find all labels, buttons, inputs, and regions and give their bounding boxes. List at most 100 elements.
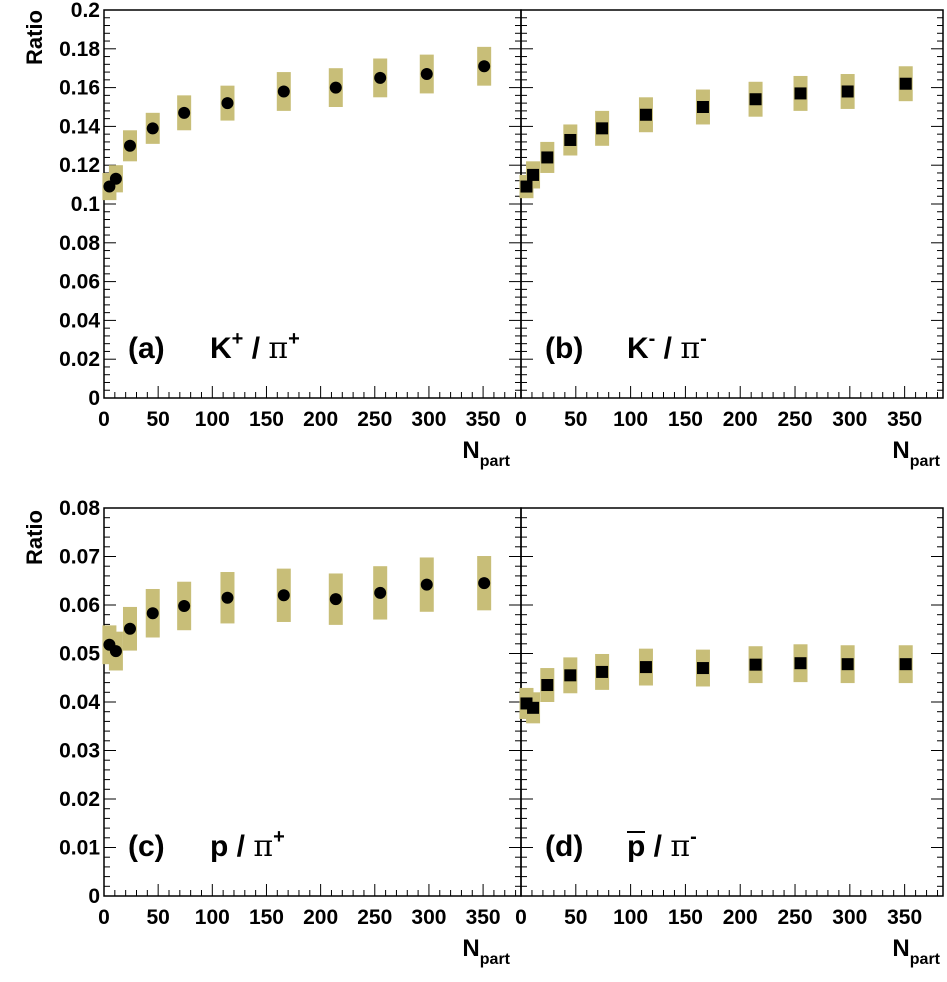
y-tick-label: 0 <box>88 885 100 908</box>
y-tick-label: 0.12 <box>59 154 100 177</box>
x-tick-label: 50 <box>146 906 169 929</box>
x-tick-label: 150 <box>668 906 703 929</box>
x-tick-label: 350 <box>466 408 501 431</box>
x-tick-label: 300 <box>832 408 867 431</box>
x-tick-label: 0 <box>98 408 110 431</box>
y-axis-label-bottom: Ratio <box>22 510 47 565</box>
x-tick-label: 300 <box>411 408 446 431</box>
x-tick-label: 100 <box>195 906 230 929</box>
x-tick-label: 0 <box>98 906 110 929</box>
data-point <box>749 658 762 671</box>
y-tick-label: 0.16 <box>59 77 100 100</box>
panel-tag: (b) <box>545 332 583 365</box>
y-tick-label: 0.05 <box>59 643 100 666</box>
x-tick-label: 0 <box>515 906 527 929</box>
data-point <box>277 589 290 602</box>
data-point <box>841 658 854 671</box>
x-tick-label: 50 <box>564 408 587 431</box>
data-point <box>564 669 577 682</box>
x-tick-label: 100 <box>195 408 230 431</box>
y-tick-label: 0.07 <box>59 546 100 569</box>
y-tick-label: 0.04 <box>59 309 100 332</box>
y-tick-label: 0.01 <box>59 837 100 860</box>
data-point <box>527 168 540 181</box>
x-axis-label-c: Npart <box>462 935 510 968</box>
x-axis-label-d: Npart <box>892 935 940 968</box>
data-point <box>899 77 912 90</box>
data-point <box>329 593 342 606</box>
data-point <box>696 662 709 675</box>
x-tick-label: 350 <box>466 906 501 929</box>
y-tick-label: 0.18 <box>59 38 100 61</box>
ratio-label: p / π+ <box>210 826 285 864</box>
x-tick-label: 50 <box>564 906 587 929</box>
data-point <box>123 139 136 152</box>
data-point <box>794 657 807 670</box>
panel-tag: (c) <box>128 830 165 863</box>
plot-frame <box>520 9 944 399</box>
x-tick-label: 150 <box>249 906 284 929</box>
x-tick-label: 300 <box>832 906 867 929</box>
x-tick-label: 100 <box>613 408 648 431</box>
plot-frame <box>520 507 944 897</box>
x-tick-label: 200 <box>303 408 338 431</box>
x-tick-label: 350 <box>887 408 922 431</box>
plot-frame <box>103 507 522 897</box>
x-tick-label: 150 <box>249 408 284 431</box>
data-point <box>109 172 122 185</box>
panel-d: 0 50 100 150 200 250 300 350 (d) p / π- <box>515 507 944 929</box>
data-point <box>639 108 652 121</box>
y-tick-label: 0.02 <box>59 348 100 371</box>
data-point <box>329 81 342 94</box>
x-tick-label: 250 <box>357 408 392 431</box>
data-point <box>541 151 554 164</box>
y-tick-label: 0 <box>88 387 100 410</box>
y-axis-label-top: Ratio <box>22 10 47 65</box>
data-point <box>794 87 807 100</box>
data-point <box>146 607 159 620</box>
ratio-label: p / π- <box>627 826 697 864</box>
y-tick-label: 0.2 <box>71 0 100 22</box>
x-tick-label: 50 <box>146 408 169 431</box>
x-tick-label: 0 <box>515 408 527 431</box>
x-tick-label: 200 <box>723 408 758 431</box>
y-tick-label: 0.08 <box>59 232 100 255</box>
data-point <box>109 645 122 658</box>
x-tick-label: 300 <box>411 906 446 929</box>
x-tick-label: 150 <box>668 408 703 431</box>
x-tick-label: 350 <box>887 906 922 929</box>
data-point <box>841 85 854 98</box>
panel-tag: (a) <box>128 332 165 365</box>
y-tick-label: 0.03 <box>59 740 100 763</box>
x-tick-label: 250 <box>778 408 813 431</box>
data-point <box>541 679 554 692</box>
data-point <box>146 122 159 135</box>
x-tick-label: 250 <box>357 906 392 929</box>
data-point <box>420 68 433 81</box>
panel-tag: (d) <box>545 830 583 863</box>
y-tick-label: 0.04 <box>59 691 100 714</box>
x-axis-label-b: Npart <box>892 437 940 470</box>
x-tick-label: 250 <box>778 906 813 929</box>
x-tick-label: 200 <box>303 906 338 929</box>
data-point <box>221 591 234 604</box>
data-point <box>520 180 533 193</box>
data-point <box>596 665 609 678</box>
data-point <box>696 101 709 113</box>
data-point <box>564 133 577 146</box>
data-point <box>221 97 234 110</box>
data-point <box>478 577 491 590</box>
data-point <box>899 658 912 671</box>
x-tick-label: 200 <box>723 906 758 929</box>
ratio-label: K- / π- <box>627 328 707 366</box>
y-tick-label: 0.06 <box>59 594 100 617</box>
data-point <box>749 93 762 106</box>
y-tick-label: 0.02 <box>59 788 100 811</box>
data-point <box>277 85 290 98</box>
data-point <box>639 661 652 674</box>
data-point <box>123 622 136 635</box>
y-tick-label: 0.1 <box>71 193 101 216</box>
data-point <box>178 599 191 612</box>
data-point <box>374 71 387 84</box>
